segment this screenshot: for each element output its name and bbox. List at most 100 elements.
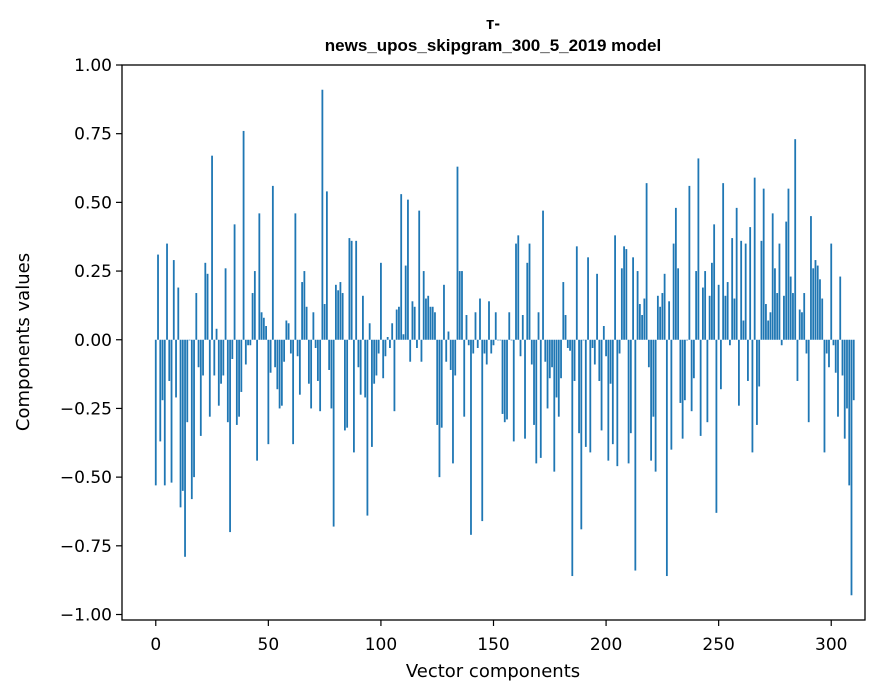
bar — [740, 240, 743, 340]
x-axis-label: Vector components — [406, 661, 580, 682]
bar — [224, 268, 227, 340]
y-tick-label: 0.00 — [74, 331, 112, 351]
bar — [780, 339, 783, 346]
bar — [810, 216, 812, 340]
bar — [431, 306, 434, 340]
bar — [834, 339, 837, 373]
bar — [607, 339, 610, 461]
bar — [332, 339, 335, 527]
bar — [593, 339, 596, 365]
x-tick-label: 150 — [477, 635, 509, 655]
x-axis: 0 50 100 150 200 250 300 — [150, 620, 847, 655]
bar — [386, 337, 389, 340]
bar — [814, 260, 817, 340]
bar — [848, 339, 851, 486]
bar — [792, 293, 794, 340]
bar — [839, 276, 842, 340]
bar — [555, 339, 558, 398]
bar — [751, 339, 754, 453]
bar — [701, 287, 704, 340]
bar — [794, 139, 797, 340]
bar — [488, 301, 490, 340]
bar — [645, 183, 648, 340]
bar — [285, 320, 288, 340]
bar — [562, 282, 565, 340]
bar — [287, 323, 290, 340]
bar — [296, 339, 299, 357]
bar — [846, 339, 848, 409]
bar — [659, 306, 662, 340]
bar — [704, 271, 707, 340]
bar — [765, 304, 767, 340]
bar — [168, 339, 171, 381]
bar — [461, 271, 463, 340]
bar — [447, 331, 450, 340]
bar — [323, 304, 326, 340]
bar — [233, 224, 236, 340]
bar — [339, 282, 342, 340]
bar — [674, 207, 677, 340]
bar — [575, 246, 578, 340]
y-tick-label: 0.75 — [74, 125, 112, 145]
bar — [427, 295, 430, 340]
bar — [256, 339, 258, 461]
bar — [830, 243, 833, 340]
bar — [787, 188, 790, 340]
bar — [602, 326, 605, 340]
bar — [229, 339, 231, 533]
bar — [665, 339, 668, 577]
bar — [249, 339, 252, 346]
bar — [548, 339, 551, 379]
bar — [785, 221, 788, 340]
bar — [695, 271, 698, 340]
bar — [729, 339, 731, 346]
bar — [711, 262, 713, 340]
plot-area-frame — [121, 64, 866, 621]
bar — [715, 339, 718, 513]
bar — [177, 287, 180, 340]
bar — [170, 339, 173, 483]
y-tick-label: −1.00 — [60, 606, 112, 626]
bar — [506, 339, 508, 420]
bar — [429, 306, 432, 340]
bar — [418, 210, 421, 340]
bar — [258, 213, 261, 340]
bar — [758, 339, 761, 387]
bar — [591, 339, 594, 348]
bar — [756, 339, 758, 425]
bar — [490, 339, 493, 354]
bar — [823, 339, 826, 453]
bar — [420, 339, 423, 362]
bar — [776, 293, 779, 340]
bar — [393, 339, 396, 412]
bar — [215, 328, 218, 340]
bar — [184, 339, 186, 557]
bar — [355, 240, 358, 340]
bar — [350, 240, 353, 340]
bar — [443, 284, 445, 340]
bar — [271, 185, 274, 340]
bar — [699, 339, 702, 436]
bar — [456, 166, 459, 340]
bar — [467, 339, 470, 346]
bar — [837, 339, 839, 417]
bar — [850, 339, 853, 596]
y-axis-label: Components values — [13, 253, 34, 431]
bar — [497, 339, 499, 341]
x-tick-label: 50 — [258, 635, 280, 655]
bar — [661, 293, 664, 340]
bar — [627, 339, 630, 464]
bar — [262, 317, 265, 340]
chart-title-line2: news_upos_skipgram_300_5_2019 model — [325, 36, 661, 55]
bar — [686, 339, 689, 341]
bar — [298, 339, 301, 395]
bar — [681, 339, 684, 439]
bar — [677, 268, 680, 340]
bar — [247, 339, 249, 346]
bar — [722, 183, 725, 340]
bar — [330, 339, 333, 409]
bar — [312, 312, 315, 340]
bar — [278, 339, 281, 409]
bar — [641, 315, 643, 340]
